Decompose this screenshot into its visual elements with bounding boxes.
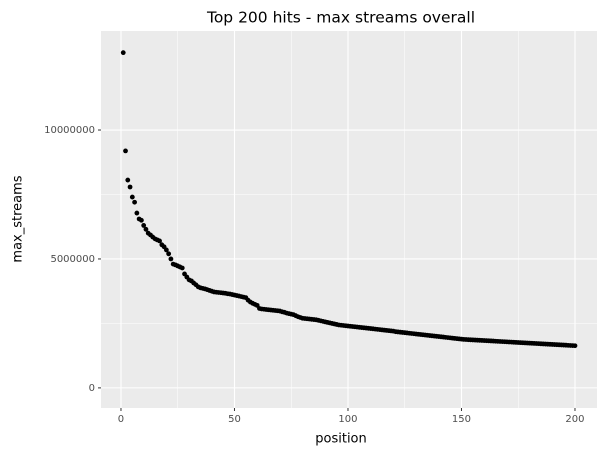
point <box>120 50 126 56</box>
point <box>134 210 140 216</box>
point <box>132 199 137 205</box>
point <box>168 256 174 262</box>
x-tick-label: 100 <box>338 414 357 425</box>
x-tick-label: 0 <box>118 414 124 425</box>
point <box>179 265 185 271</box>
x-axis-title: position <box>315 432 367 447</box>
x-tick-label: 200 <box>565 414 584 425</box>
y-tick-label: 10000000 <box>44 125 95 136</box>
point <box>125 177 131 183</box>
point <box>143 226 149 232</box>
point <box>139 217 144 223</box>
point <box>163 247 169 253</box>
point <box>129 194 135 200</box>
y-tick-label: 0 <box>89 383 95 394</box>
plot-panel <box>101 31 597 408</box>
x-tick-label: 50 <box>228 414 241 425</box>
x-tick-label: 150 <box>452 414 471 425</box>
y-axis-title: max_streams <box>11 175 26 262</box>
point <box>141 223 147 228</box>
y-tick-label: 5000000 <box>50 254 95 265</box>
chart-title: Top 200 hits - max streams overall <box>206 9 475 27</box>
point <box>127 184 133 190</box>
point <box>572 343 578 349</box>
point <box>157 238 162 244</box>
point <box>123 148 128 154</box>
point <box>166 251 172 257</box>
